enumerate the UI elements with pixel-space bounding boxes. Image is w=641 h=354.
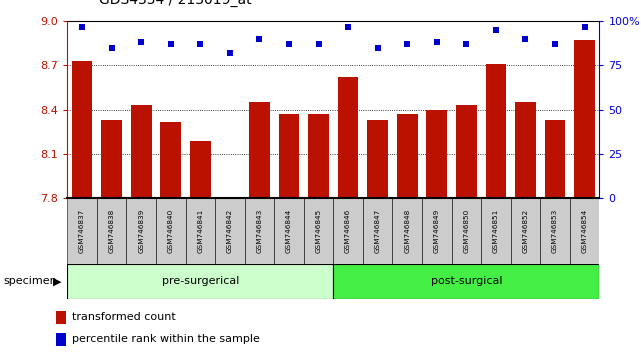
Point: [254, 36, 265, 42]
Bar: [481, 198, 511, 264]
Text: specimen: specimen: [3, 276, 57, 286]
Bar: [185, 198, 215, 264]
Bar: [67, 264, 333, 299]
Point: [284, 41, 294, 47]
Bar: [333, 198, 363, 264]
Text: GSM746853: GSM746853: [552, 209, 558, 253]
Bar: [274, 198, 304, 264]
Point: [520, 36, 531, 42]
Bar: [451, 198, 481, 264]
Text: GSM746838: GSM746838: [108, 209, 115, 253]
Bar: [67, 198, 97, 264]
Bar: [308, 114, 329, 198]
Point: [550, 41, 560, 47]
Bar: [338, 77, 358, 198]
Bar: [97, 198, 126, 264]
Text: GSM746844: GSM746844: [286, 209, 292, 253]
Bar: [515, 102, 536, 198]
Text: GSM746840: GSM746840: [168, 209, 174, 253]
Point: [106, 45, 117, 51]
Bar: [422, 198, 451, 264]
Bar: [485, 64, 506, 198]
Point: [462, 41, 472, 47]
Bar: [156, 198, 185, 264]
Bar: [545, 120, 565, 198]
Text: GSM746841: GSM746841: [197, 209, 203, 253]
Text: GSM746847: GSM746847: [374, 209, 381, 253]
Bar: [304, 198, 333, 264]
Point: [402, 41, 412, 47]
Text: GSM746843: GSM746843: [256, 209, 262, 253]
Point: [372, 45, 383, 51]
Text: percentile rank within the sample: percentile rank within the sample: [72, 335, 260, 344]
Bar: [392, 198, 422, 264]
Bar: [190, 141, 211, 198]
Bar: [363, 198, 392, 264]
Text: GSM746837: GSM746837: [79, 209, 85, 253]
Point: [491, 27, 501, 33]
Bar: [456, 105, 477, 198]
Bar: [333, 264, 599, 299]
Bar: [574, 40, 595, 198]
Point: [136, 40, 146, 45]
Point: [313, 41, 324, 47]
Text: GSM746854: GSM746854: [581, 209, 588, 253]
Point: [196, 41, 206, 47]
Bar: [215, 198, 245, 264]
Text: GSM746845: GSM746845: [315, 209, 322, 253]
Point: [225, 50, 235, 56]
Bar: [367, 120, 388, 198]
Bar: [279, 114, 299, 198]
Text: GSM746851: GSM746851: [493, 209, 499, 253]
Text: GSM746842: GSM746842: [227, 209, 233, 253]
Bar: [56, 311, 66, 324]
Bar: [249, 102, 270, 198]
Point: [165, 41, 176, 47]
Bar: [56, 333, 66, 346]
Text: GSM746848: GSM746848: [404, 209, 410, 253]
Text: ▶: ▶: [53, 276, 62, 286]
Bar: [160, 121, 181, 198]
Bar: [126, 198, 156, 264]
Text: GDS4354 / 213019_at: GDS4354 / 213019_at: [99, 0, 252, 7]
Point: [431, 40, 442, 45]
Text: pre-surgerical: pre-surgerical: [162, 276, 239, 286]
Bar: [101, 120, 122, 198]
Text: GSM746839: GSM746839: [138, 209, 144, 253]
Text: GSM746849: GSM746849: [434, 209, 440, 253]
Bar: [245, 198, 274, 264]
Bar: [540, 198, 570, 264]
Bar: [511, 198, 540, 264]
Text: GSM746850: GSM746850: [463, 209, 469, 253]
Text: GSM746846: GSM746846: [345, 209, 351, 253]
Text: post-surgical: post-surgical: [431, 276, 502, 286]
Bar: [397, 114, 417, 198]
Point: [579, 24, 590, 29]
Point: [343, 24, 353, 29]
Bar: [570, 198, 599, 264]
Bar: [131, 105, 151, 198]
Bar: [72, 61, 92, 198]
Text: transformed count: transformed count: [72, 312, 176, 322]
Point: [77, 24, 87, 29]
Text: GSM746852: GSM746852: [522, 209, 528, 253]
Bar: [426, 110, 447, 198]
